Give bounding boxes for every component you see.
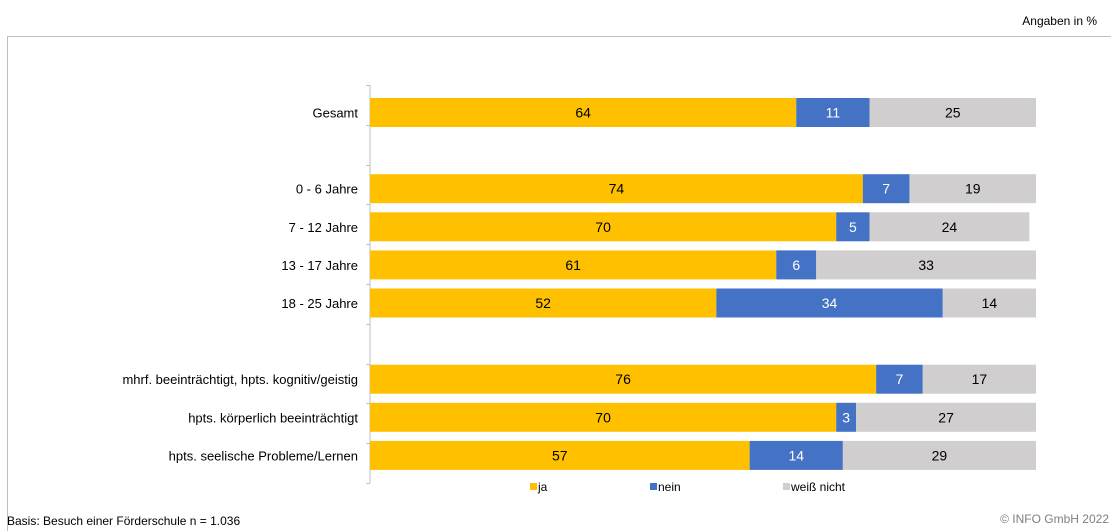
bar-weiss-nicht [816, 250, 1036, 280]
legend-label-ja: ja [537, 480, 548, 494]
bar-weiss-nicht [922, 364, 1036, 394]
copyright: © INFO GmbH 2022 [1000, 512, 1109, 526]
data-label: 5 [849, 219, 857, 235]
bar-weiss-nicht [856, 402, 1036, 432]
bar-ja [370, 212, 837, 242]
bar-ja [370, 250, 777, 280]
chart-frame [7, 36, 1111, 531]
data-label: 64 [575, 105, 591, 121]
bar-ja [370, 174, 863, 204]
category-label: mhrf. beeinträchtigt, hpts. kognitiv/gei… [122, 372, 358, 387]
data-label: 61 [565, 257, 581, 273]
data-label: 24 [942, 219, 958, 235]
data-label: 34 [822, 295, 838, 311]
unit-note: Angaben in % [1022, 14, 1097, 28]
data-label: 6 [792, 257, 800, 273]
data-label: 29 [932, 447, 948, 463]
bar-weiss-nicht [942, 288, 1036, 318]
data-label: 74 [609, 181, 625, 197]
bar-weiss-nicht [869, 98, 1036, 127]
bar-nein [776, 250, 817, 280]
data-label: 25 [945, 105, 961, 121]
legend-swatch-nein [650, 483, 657, 490]
legend-label-weiss-nicht: weiß nicht [790, 480, 846, 494]
category-label: Gesamt [312, 106, 358, 121]
data-label: 7 [882, 181, 890, 197]
data-label: 11 [826, 105, 841, 121]
legend-swatch-ja [530, 483, 537, 490]
legend-swatch-weiss-nicht [783, 483, 790, 490]
bar-weiss-nicht [869, 212, 1030, 242]
bar-nein [716, 288, 943, 318]
category-label: 7 - 12 Jahre [289, 220, 358, 235]
bar-nein [862, 174, 910, 204]
data-label: 33 [918, 257, 934, 273]
data-label: 52 [535, 295, 551, 311]
bar-nein [749, 440, 843, 470]
data-label: 70 [595, 409, 611, 425]
bar-ja [370, 440, 750, 470]
bar-nein [796, 98, 870, 127]
data-label: 14 [788, 447, 804, 463]
bar-ja [370, 364, 877, 394]
bar-weiss-nicht [909, 174, 1036, 204]
bar-nein [876, 364, 923, 394]
category-label: hpts. körperlich beeinträchtigt [188, 410, 358, 425]
bar-nein [836, 212, 870, 242]
category-label: 13 - 17 Jahre [281, 258, 358, 273]
category-label: 0 - 6 Jahre [296, 182, 358, 197]
bar-weiss-nicht [842, 440, 1036, 470]
data-label: 76 [615, 371, 631, 387]
category-label: hpts. seelische Probleme/Lernen [169, 448, 358, 463]
data-label: 57 [552, 447, 568, 463]
bar-nein [836, 402, 857, 432]
bar-ja [370, 402, 837, 432]
bar-ja [370, 288, 717, 318]
legend-label-nein: nein [658, 480, 681, 494]
data-label: 7 [896, 371, 904, 387]
data-label: 19 [965, 181, 981, 197]
basis-note: Basis: Besuch einer Förderschule n = 1.0… [7, 514, 241, 528]
bar-ja [370, 98, 797, 127]
data-label: 17 [972, 371, 988, 387]
category-label: 18 - 25 Jahre [281, 296, 358, 311]
data-label: 70 [595, 219, 611, 235]
data-label: 27 [938, 409, 954, 425]
data-label: 14 [982, 295, 998, 311]
data-label: 3 [842, 409, 850, 425]
